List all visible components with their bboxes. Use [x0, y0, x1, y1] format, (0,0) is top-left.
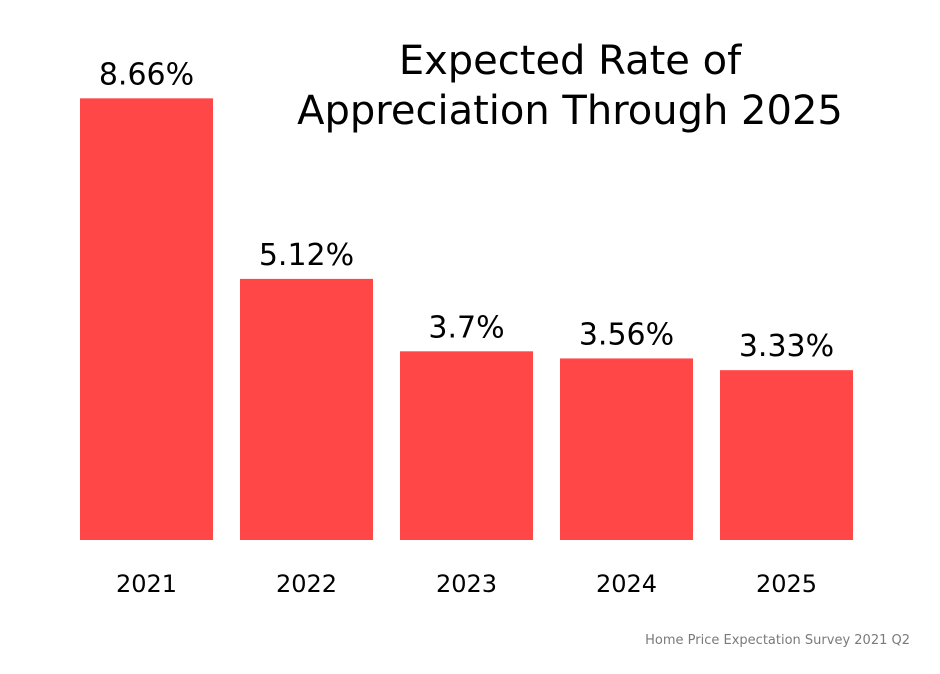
bar-2021	[80, 98, 213, 540]
source-note: Home Price Expectation Survey 2021 Q2	[645, 633, 910, 648]
bar-2024	[560, 358, 693, 540]
value-label-2024: 3.56%	[579, 317, 674, 352]
value-label-2025: 3.33%	[739, 329, 834, 364]
value-label-2023: 3.7%	[428, 310, 504, 345]
category-label-2025: 2025	[756, 570, 817, 598]
category-label-2021: 2021	[116, 570, 177, 598]
chart-title: Expected Rate of Appreciation Through 20…	[260, 36, 880, 136]
category-label-2022: 2022	[276, 570, 337, 598]
bar-2025	[720, 370, 853, 540]
bar-2023	[400, 351, 533, 540]
value-label-2021: 8.66%	[99, 57, 194, 92]
category-label-2024: 2024	[596, 570, 657, 598]
chart-title-line-1: Expected Rate of	[398, 38, 742, 84]
value-label-2022: 5.12%	[259, 238, 354, 273]
category-label-2023: 2023	[436, 570, 497, 598]
chart-title-line-2: Appreciation Through 2025	[297, 88, 843, 134]
bar-2022	[240, 278, 373, 540]
